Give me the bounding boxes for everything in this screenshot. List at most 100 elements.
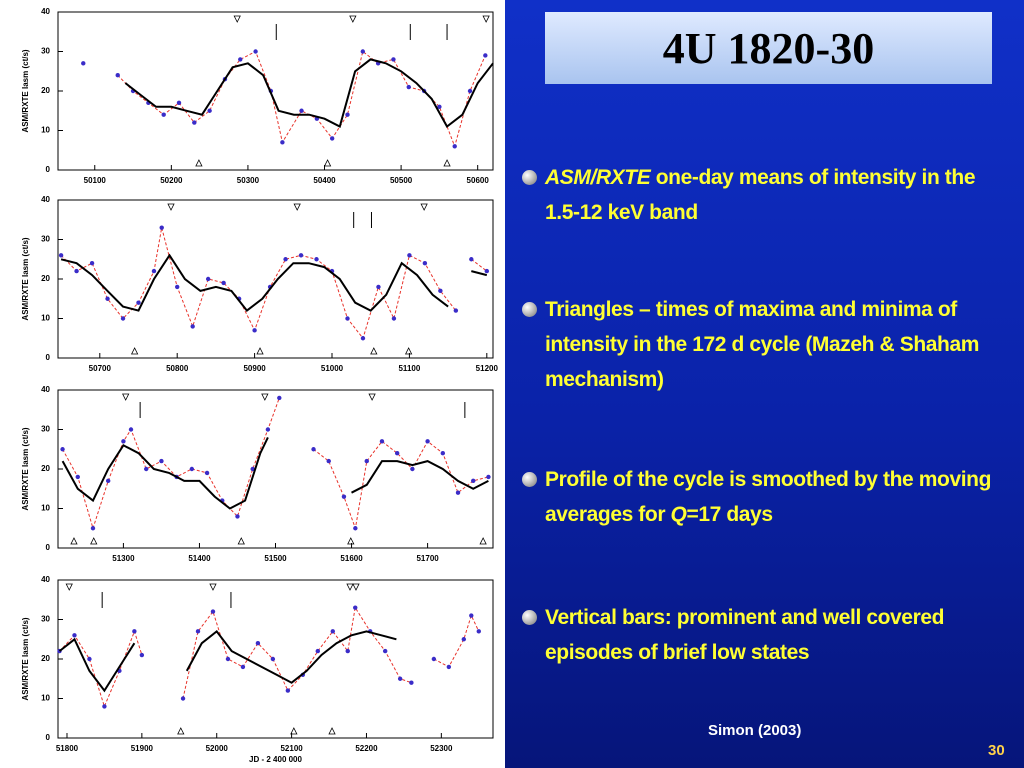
data-point [176, 100, 182, 106]
data-point [60, 447, 65, 452]
y-tick-label: 30 [41, 235, 50, 244]
bullet-icon [522, 170, 537, 185]
bullet: Vertical bars: prominent and well covere… [520, 600, 1010, 670]
bullet-text: one-day means of intensity in the 1.5-12… [545, 166, 976, 224]
x-tick-label: 52300 [430, 744, 453, 753]
data-point [74, 268, 79, 274]
data-point [90, 526, 96, 531]
data-point [483, 53, 488, 58]
data-point [250, 466, 255, 472]
x-tick-label: 51700 [416, 554, 439, 563]
maximum-marker [122, 393, 130, 401]
data-point [89, 261, 95, 266]
maximum-marker [420, 203, 428, 211]
data-point [440, 451, 446, 456]
y-axis-label: ASM/RXTE Iasm (ct/s) [21, 237, 30, 320]
x-tick-label: 50600 [467, 176, 490, 185]
maximum-marker [209, 583, 217, 591]
data-point [298, 253, 304, 258]
charts-panel: ASM/RXTE Iasm (ct/s) 0 10 20 30 40 50100 50200 5… [0, 0, 505, 768]
x-tick-label: 51900 [131, 744, 154, 753]
y-tick-label: 40 [41, 7, 50, 16]
y-tick-label: 10 [41, 126, 50, 135]
data-point [394, 451, 400, 456]
x-tick-label: 51500 [264, 554, 287, 563]
bullet: Triangles – times of maxima and minima o… [520, 292, 1010, 397]
x-tick-label: 51000 [321, 364, 344, 373]
x-tick-label: 52100 [280, 744, 303, 753]
data-point [461, 637, 467, 642]
data-point [283, 257, 288, 262]
data-point [345, 648, 350, 654]
data-point [207, 108, 212, 113]
data-point [205, 276, 211, 282]
y-axis-label: ASM/RXTE Iasm (ct/s) [21, 49, 30, 132]
data-point [376, 284, 381, 290]
minimum-marker [370, 347, 378, 355]
minimum-marker [70, 537, 78, 545]
data-point [409, 680, 414, 685]
maximum-marker [65, 583, 73, 591]
x-tick-label: 52200 [355, 744, 378, 753]
y-axis-label: ASM/RXTE Iasm (ct/s) [21, 427, 30, 510]
x-tick-label: 50500 [390, 176, 413, 185]
data-point [139, 652, 145, 658]
maximum-marker [349, 15, 357, 23]
smoothed-line [61, 436, 489, 510]
data-point [132, 629, 137, 634]
data-point [382, 648, 388, 654]
bullet-icon [522, 302, 537, 317]
y-tick-label: 30 [41, 47, 50, 56]
data-point [422, 261, 428, 266]
data-point [379, 439, 385, 444]
data-point [174, 284, 180, 290]
data-point [469, 257, 474, 262]
page-number: 30 [988, 742, 1005, 759]
bullet-text: Triangles – times of maxima and minima o… [545, 298, 980, 391]
slide-title: 4U 1820-30 [662, 23, 875, 73]
data-point [345, 316, 350, 321]
data-point [128, 427, 134, 432]
data-point [431, 656, 437, 662]
data-point [240, 664, 246, 670]
data-point [161, 112, 166, 117]
y-axis-label: ASM/RXTE Iasm (ct/s) [21, 617, 30, 700]
x-tick-label: 51300 [112, 554, 135, 563]
data-point [345, 112, 350, 117]
maximum-marker [482, 15, 490, 23]
data-point [315, 648, 321, 654]
data-point [329, 136, 335, 141]
data-point [159, 458, 164, 464]
data-point [299, 108, 304, 113]
y-tick-label: 10 [41, 314, 50, 323]
data-point [190, 324, 195, 329]
data-point [364, 458, 369, 464]
data-point [476, 629, 481, 634]
data-point [391, 316, 397, 321]
y-tick-label: 10 [41, 694, 50, 703]
y-tick-label: 30 [41, 615, 50, 624]
data-point [105, 296, 110, 301]
data-point [467, 88, 473, 94]
data-point [360, 49, 366, 54]
y-tick-label: 20 [41, 274, 50, 283]
data-point [235, 514, 240, 519]
data-point [253, 49, 258, 54]
minimum-marker [290, 727, 298, 735]
minimum-marker [323, 159, 332, 167]
x-tick-label: 51600 [340, 554, 363, 563]
data-point [58, 253, 64, 258]
data-point [341, 494, 347, 499]
data-point [102, 704, 107, 709]
data-point [438, 288, 443, 294]
data-point [105, 478, 111, 484]
minimum-marker [443, 159, 451, 167]
bullet-text: Vertical bars: prominent and well covere… [545, 606, 945, 664]
y-tick-label: 30 [41, 425, 50, 434]
data-point [270, 656, 276, 662]
x-tick-label: 50200 [160, 176, 183, 185]
maximum-marker [233, 15, 241, 23]
x-tick-label: 51200 [476, 364, 499, 373]
minimum-marker [404, 347, 413, 355]
